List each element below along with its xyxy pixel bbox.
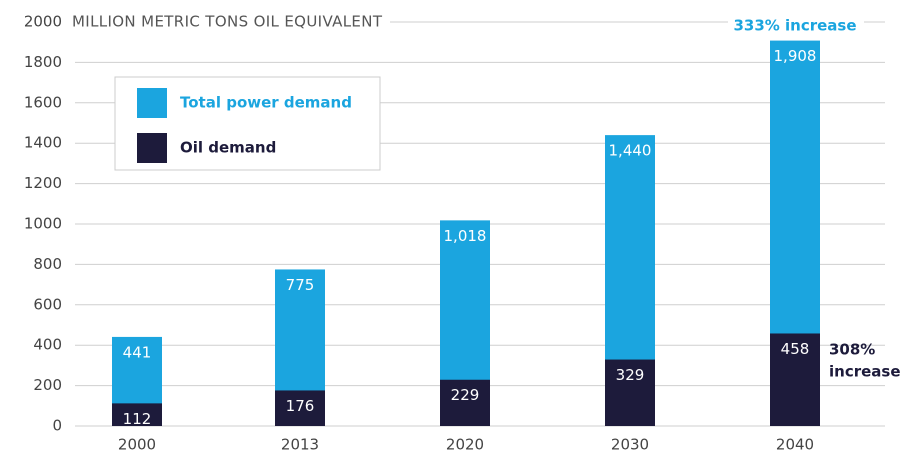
y-tick-label: 600 — [33, 295, 62, 313]
legend-label: Oil demand — [180, 139, 276, 157]
value-label: 441 — [123, 343, 152, 361]
bar — [440, 379, 490, 426]
y-tick-label: 1600 — [24, 93, 62, 111]
value-label: 112 — [123, 410, 152, 428]
bar — [112, 403, 162, 426]
legend-label: Total power demand — [180, 94, 352, 112]
x-tick-label: 2020 — [446, 436, 484, 454]
legend-swatch — [137, 88, 167, 118]
y-tick-label: 0 — [52, 417, 62, 435]
value-label: 458 — [781, 340, 810, 358]
bar — [275, 390, 325, 426]
bar — [605, 359, 655, 426]
annotation-bg — [728, 14, 864, 36]
label-bg — [66, 12, 390, 32]
x-tick-label: 2040 — [776, 436, 814, 454]
x-tick-label: 2013 — [281, 436, 319, 454]
y-tick-label: 2000 — [24, 13, 62, 31]
value-label: 229 — [451, 386, 480, 404]
y-tick-label: 1800 — [24, 53, 62, 71]
y-tick-label: 400 — [33, 336, 62, 354]
y-tick-label: 1400 — [24, 134, 62, 152]
value-label: 1,440 — [609, 142, 652, 160]
y-tick-label: 1200 — [24, 174, 62, 192]
x-tick-label: 2030 — [611, 436, 649, 454]
value-label: 775 — [286, 276, 315, 294]
value-label: 329 — [616, 366, 645, 384]
y-tick-label: 200 — [33, 376, 62, 394]
legend-swatch — [137, 133, 167, 163]
value-label: 1,908 — [774, 47, 817, 65]
value-label: 176 — [286, 397, 315, 415]
value-label: 1,018 — [444, 227, 487, 245]
y-tick-label: 800 — [33, 255, 62, 273]
y-tick-label: 1000 — [24, 215, 62, 233]
x-tick-label: 2000 — [118, 436, 156, 454]
bar — [770, 333, 820, 426]
annotation: 308% — [829, 341, 875, 359]
annotation: 333% increase — [733, 17, 856, 35]
annotation: increase — [829, 363, 901, 381]
y-axis-label: MILLION METRIC TONS OIL EQUIVALENT — [72, 13, 383, 31]
